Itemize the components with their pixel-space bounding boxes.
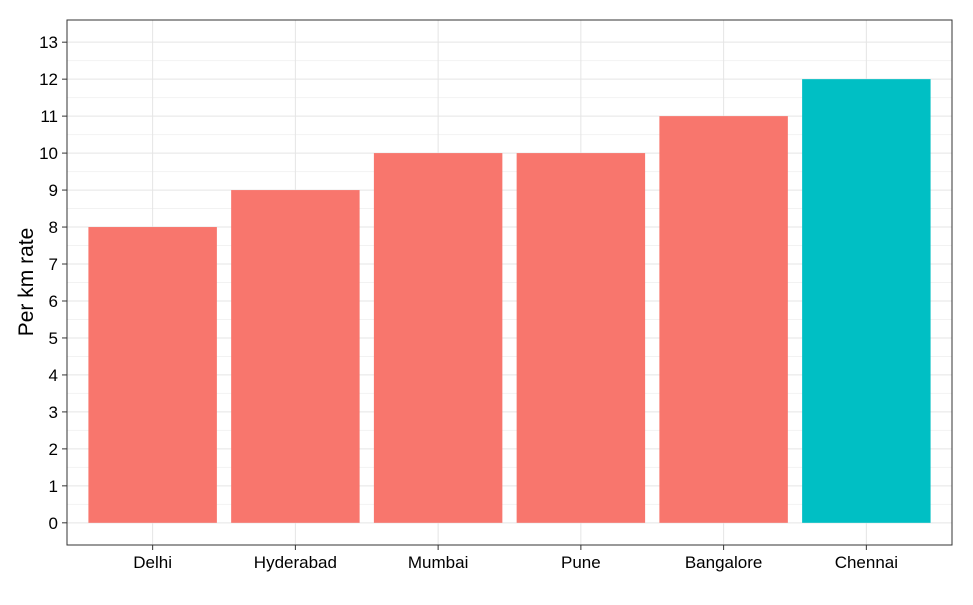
x-tick-label: Chennai bbox=[835, 553, 898, 572]
y-tick-label: 1 bbox=[49, 477, 58, 496]
y-axis-title: Per km rate bbox=[15, 228, 38, 337]
x-axis: Delhi Hyderabad Mumbai Pune Bangalore Chennai bbox=[133, 545, 898, 572]
y-tick-label: 7 bbox=[49, 255, 58, 274]
y-tick-label: 5 bbox=[49, 329, 58, 348]
y-tick-label: 13 bbox=[39, 33, 58, 52]
y-tick-label: 9 bbox=[49, 181, 58, 200]
plot-border bbox=[66, 19, 953, 546]
y-tick-label: 6 bbox=[49, 292, 58, 311]
x-tick-label: Bangalore bbox=[685, 553, 763, 572]
bar-pune bbox=[516, 153, 646, 523]
x-tick-label: Mumbai bbox=[408, 553, 468, 572]
x-tick-label: Delhi bbox=[133, 553, 172, 572]
bar-hyderabad bbox=[231, 190, 360, 523]
bar-mumbai bbox=[373, 153, 503, 523]
bars bbox=[88, 79, 931, 523]
y-tick-label: 12 bbox=[39, 70, 58, 89]
x-tick-label: Hyderabad bbox=[254, 553, 337, 572]
y-tick-label: 10 bbox=[39, 144, 58, 163]
x-tick-label: Pune bbox=[561, 553, 601, 572]
y-tick-label: 4 bbox=[49, 366, 58, 385]
y-tick-label: 11 bbox=[40, 107, 58, 126]
y-tick-label: 2 bbox=[49, 440, 58, 459]
bar-delhi bbox=[88, 227, 217, 523]
y-tick-label: 0 bbox=[49, 514, 58, 533]
y-tick-label: 3 bbox=[49, 403, 58, 422]
y-tick-label: 8 bbox=[49, 218, 58, 237]
bar-chennai bbox=[802, 79, 931, 523]
bar-bangalore bbox=[659, 116, 788, 523]
